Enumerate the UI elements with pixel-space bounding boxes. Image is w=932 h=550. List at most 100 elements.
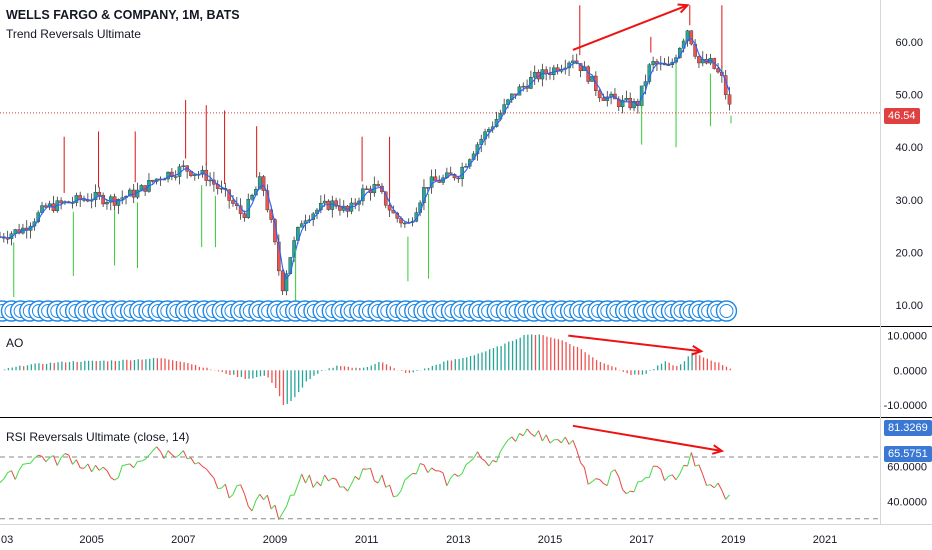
- rsi-segment: [144, 454, 150, 460]
- candle-body: [322, 200, 327, 204]
- rsi-segment: [278, 512, 284, 520]
- rsi-segment: [465, 461, 471, 466]
- candle-body: [299, 223, 304, 228]
- last-price-tag: 46.54: [884, 108, 920, 124]
- rsi-segment: [423, 464, 429, 473]
- rsi-segment: [668, 474, 673, 477]
- candle-body: [597, 90, 602, 99]
- candle-body: [93, 191, 98, 201]
- rsi-segment: [439, 470, 444, 474]
- rsi-segment: [14, 470, 20, 480]
- rsi-segment: [320, 474, 326, 487]
- candle-body: [108, 196, 113, 203]
- rsi-segment: [503, 439, 509, 446]
- candle-body: [128, 189, 132, 197]
- rsi-segment: [534, 430, 539, 437]
- candle-body: [666, 64, 671, 67]
- rsi-divergence-arrow-head: [711, 444, 725, 455]
- candle-body: [624, 98, 629, 101]
- x-tick-label: 2011: [355, 534, 379, 546]
- candle-body: [548, 73, 552, 76]
- candle-body: [242, 213, 247, 218]
- rsi-segment: [622, 489, 627, 495]
- rsi-segment: [710, 484, 715, 489]
- rsi-segment: [419, 463, 425, 466]
- rsi-segment: [83, 463, 89, 469]
- rsi-segment: [415, 463, 421, 475]
- rsi-segment: [129, 463, 135, 469]
- ao-divergence-arrow: [568, 334, 702, 353]
- rsi-segment: [713, 482, 719, 489]
- rsi-segment: [446, 477, 452, 487]
- rsi-segment: [328, 477, 333, 482]
- ao-y-tick-label: 0.0000: [893, 365, 927, 377]
- rsi-segment: [30, 457, 35, 464]
- price-divergence-arrow: [572, 4, 688, 51]
- rsi-segment: [182, 450, 188, 459]
- x-tick-label: 03: [1, 534, 13, 546]
- rsi-segment: [159, 451, 165, 459]
- rsi-segment: [595, 478, 600, 481]
- rsi-segment: [664, 476, 669, 482]
- rsi-segment: [152, 446, 157, 452]
- rsi-segment: [461, 464, 467, 474]
- candle-body: [620, 99, 625, 108]
- rsi-segment: [22, 463, 27, 465]
- rsi-segment: [209, 473, 215, 479]
- candle-body: [437, 180, 442, 183]
- rsi-segment: [522, 428, 528, 437]
- rsi-segment: [458, 473, 463, 477]
- candle-body: [651, 61, 655, 65]
- rsi-segment: [614, 469, 620, 478]
- candle-body: [628, 98, 633, 109]
- rsi-segment: [324, 474, 329, 482]
- rsi-segment: [660, 469, 666, 481]
- rsi-segment: [507, 436, 513, 441]
- rsi-segment: [194, 462, 199, 465]
- rsi-segment: [91, 465, 96, 473]
- rsi-segment: [202, 466, 207, 470]
- rsi-segment: [541, 434, 547, 442]
- rsi-segment: [583, 467, 589, 485]
- rsi-segment: [484, 460, 490, 467]
- candle-body: [192, 174, 197, 176]
- rsi-segment: [557, 439, 562, 444]
- rsi-segment: [167, 450, 173, 455]
- candle-body: [448, 172, 453, 175]
- candle-body: [139, 185, 144, 191]
- rsi-segment: [10, 470, 16, 480]
- rsi-segment: [87, 463, 93, 473]
- candle-body: [257, 176, 262, 190]
- price-y-tick-label: 50.00: [895, 90, 923, 102]
- x-tick-label: 2015: [538, 534, 562, 546]
- rsi-segment: [610, 469, 616, 473]
- candle-body: [403, 222, 407, 225]
- candle-body: [166, 171, 170, 180]
- ao-chart-title: AO: [6, 336, 24, 350]
- candle-body: [487, 129, 491, 132]
- rsi-segment: [240, 484, 245, 495]
- candle-body: [609, 93, 613, 98]
- rsi-segment: [496, 451, 501, 463]
- rsi-segment: [335, 479, 341, 488]
- rsi-segment: [198, 462, 203, 467]
- rsi-y-tick-label: 40.0000: [887, 496, 927, 508]
- rsi-segment: [232, 485, 238, 495]
- rsi-segment: [687, 452, 692, 467]
- rsi-segment: [343, 486, 348, 492]
- candle-body: [231, 200, 235, 204]
- x-tick-label: 2005: [79, 534, 103, 546]
- candle-body: [116, 198, 121, 206]
- rsi-segment: [389, 484, 394, 497]
- rsi-segment: [519, 433, 524, 437]
- x-tick-label: 2007: [171, 534, 195, 546]
- rsi-segment: [3, 472, 9, 480]
- rsi-segment: [347, 483, 352, 492]
- rsi-segment: [404, 476, 410, 481]
- rsi-segment: [7, 470, 12, 474]
- rsi-segment: [568, 440, 574, 445]
- rsi-segment: [95, 465, 100, 471]
- rsi-segment: [274, 505, 280, 520]
